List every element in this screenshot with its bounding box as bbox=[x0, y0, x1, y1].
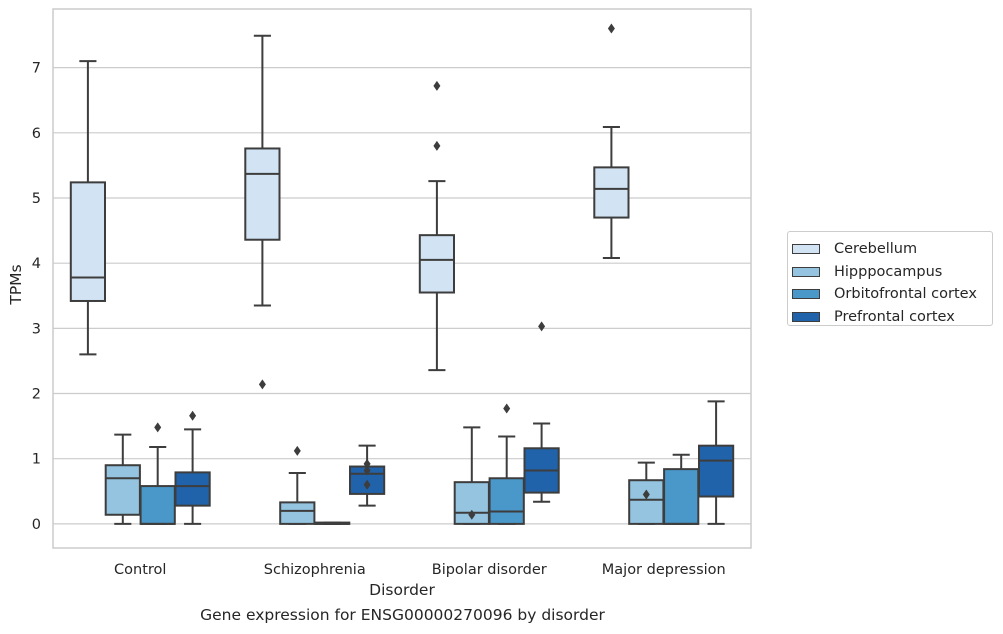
legend-label-hippocampus: Hipppocampus bbox=[834, 263, 943, 280]
outlier-cerebellum-bipolar-disorder bbox=[433, 140, 441, 151]
legend-swatch-prefrontal-cortex bbox=[792, 311, 820, 322]
plot-frame bbox=[52, 8, 752, 549]
box-cerebellum-control bbox=[69, 181, 107, 302]
y-tick-label: 4 bbox=[32, 256, 41, 272]
legend-item-prefrontal-cortex: Prefrontal cortex bbox=[792, 306, 992, 329]
box-cerebellum-schizophrenia bbox=[244, 147, 281, 241]
x-tick-label-bipolar-disorder: Bipolar disorder bbox=[432, 562, 547, 578]
y-tick-label: 3 bbox=[32, 321, 41, 337]
outlier-prefrontal-cortex-schizophrenia bbox=[363, 458, 371, 469]
legend-swatch-hippocampus bbox=[792, 266, 820, 277]
box-orbitofrontal-cortex-bipolar-disorder bbox=[488, 477, 525, 525]
legend-swatch-cerebellum bbox=[792, 244, 820, 255]
outlier-hipppocampus-bipolar-disorder bbox=[468, 509, 476, 520]
outlier-hipppocampus-major-depression bbox=[642, 489, 650, 500]
x-tick-label-major-depression: Major depression bbox=[602, 562, 726, 578]
box-orbitofrontal-cortex-major-depression bbox=[663, 468, 700, 525]
y-tick-label: 2 bbox=[32, 387, 41, 403]
figure-caption: Gene expression for ENSG00000270096 by d… bbox=[200, 606, 605, 624]
box-hipppocampus-major-depression bbox=[628, 479, 665, 525]
box-prefrontal-cortex-major-depression bbox=[697, 444, 735, 498]
legend-item-orbitofrontal-cortex: Orbitofrontal cortex bbox=[792, 283, 992, 306]
legend-label-cerebellum: Cerebellum bbox=[834, 241, 918, 258]
legend-swatch-orbitofrontal-cortex bbox=[792, 289, 820, 300]
y-tick-label: 6 bbox=[32, 126, 41, 142]
outlier-prefrontal-cortex-bipolar-disorder bbox=[538, 321, 546, 332]
legend-label-orbitofrontal-cortex: Orbitofrontal cortex bbox=[834, 286, 977, 303]
outlier-orbitofrontal-cortex-control bbox=[154, 422, 162, 433]
x-tick-label-schizophrenia: Schizophrenia bbox=[264, 562, 366, 578]
y-tick-label: 0 bbox=[32, 517, 41, 533]
y-tick-label: 7 bbox=[32, 61, 41, 77]
outlier-prefrontal-cortex-schizophrenia bbox=[363, 465, 371, 476]
legend-item-hippocampus: Hipppocampus bbox=[792, 261, 992, 284]
outlier-prefrontal-cortex-control bbox=[189, 410, 197, 421]
outlier-hipppocampus-schizophrenia bbox=[293, 445, 301, 456]
y-tick-label: 1 bbox=[32, 452, 41, 468]
outlier-prefrontal-cortex-schizophrenia bbox=[363, 479, 371, 490]
outlier-cerebellum-schizophrenia bbox=[258, 379, 266, 390]
box-hipppocampus-control bbox=[104, 464, 141, 516]
box-hipppocampus-schizophrenia bbox=[279, 501, 316, 525]
box-prefrontal-cortex-control bbox=[174, 471, 211, 507]
outlier-orbitofrontal-cortex-bipolar-disorder bbox=[503, 403, 511, 414]
box-orbitofrontal-cortex-control bbox=[139, 485, 176, 525]
y-tick-label: 5 bbox=[32, 191, 41, 207]
legend-label-prefrontal-cortex: Prefrontal cortex bbox=[834, 308, 955, 325]
y-axis-label: TPMs bbox=[7, 264, 25, 305]
outlier-cerebellum-major-depression bbox=[607, 23, 615, 34]
box-cerebellum-major-depression bbox=[593, 166, 630, 219]
outlier-cerebellum-bipolar-disorder bbox=[433, 80, 441, 91]
legend: Cerebellum Hipppocampus Orbitofrontal co… bbox=[787, 231, 993, 326]
x-tick-label-control: Control bbox=[114, 562, 166, 578]
box-cerebellum-bipolar-disorder bbox=[418, 234, 456, 294]
legend-item-cerebellum: Cerebellum bbox=[792, 238, 992, 261]
x-axis-label: Disorder bbox=[369, 581, 435, 599]
